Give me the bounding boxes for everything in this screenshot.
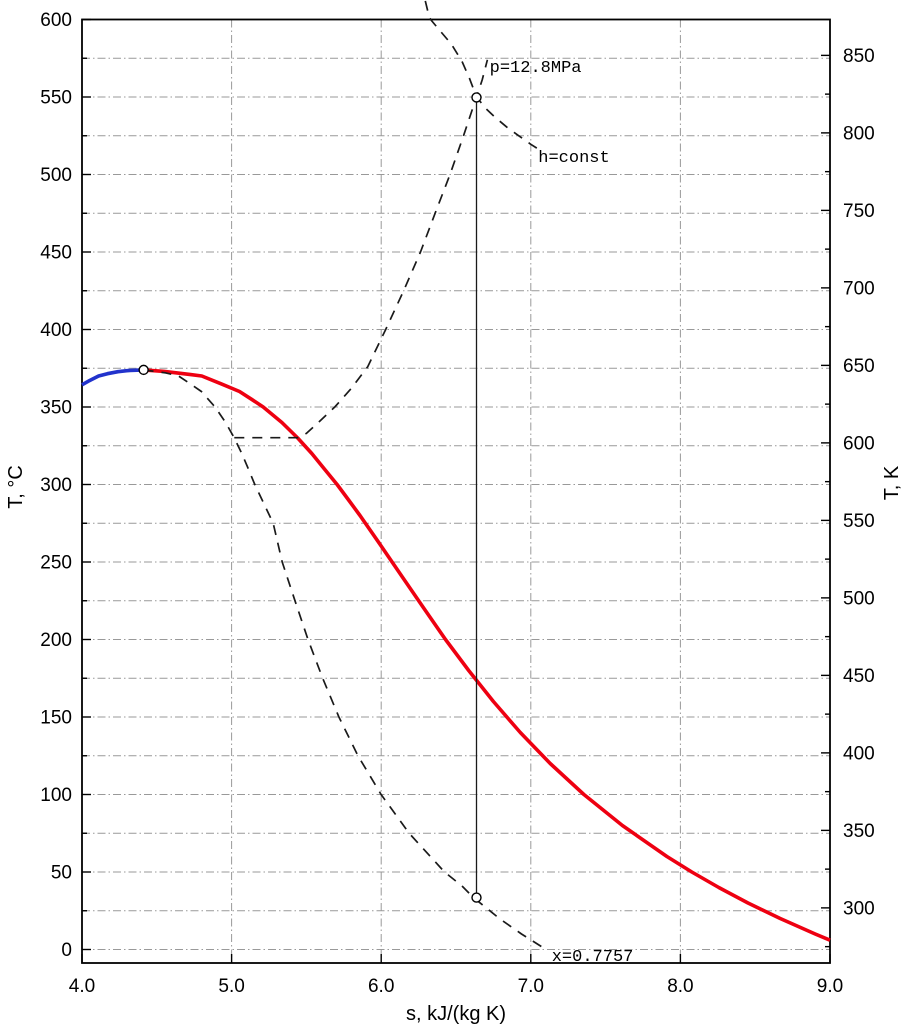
svg-text:750: 750 (843, 201, 875, 222)
x-axis-title: s, kJ/(kg K) (406, 1003, 506, 1025)
svg-text:450: 450 (843, 666, 875, 687)
svg-text:550: 550 (843, 511, 875, 532)
svg-text:600: 600 (40, 10, 72, 31)
svg-text:100: 100 (40, 785, 72, 806)
quality-label: x=0.7757 (552, 948, 634, 967)
svg-text:350: 350 (843, 821, 875, 842)
svg-text:400: 400 (843, 743, 875, 764)
svg-text:50: 50 (51, 863, 72, 884)
svg-text:450: 450 (40, 243, 72, 264)
gridlines (82, 19, 830, 963)
data-series (81, 0, 831, 949)
svg-text:650: 650 (843, 356, 875, 377)
axis-ticks (81, 18, 831, 963)
svg-text:8.0: 8.0 (667, 976, 693, 997)
series-saturated-liquid-line (81, 368, 144, 387)
svg-text:700: 700 (843, 278, 875, 299)
series-isobar-curve (234, 59, 489, 439)
plot-box (81, 18, 831, 964)
axis-titles: s, kJ/(kg K) T, °C T, K (5, 465, 903, 1025)
marker-state-point-top (471, 92, 482, 103)
tick-labels: 4.0 5.0 6.0 7.0 8.0 9.0 0 50 100 150 200 250 300 350 4… (40, 10, 874, 997)
point-markers (138, 92, 482, 903)
svg-text:4.0: 4.0 (69, 976, 95, 997)
svg-text:6.0: 6.0 (368, 976, 394, 997)
svg-text:800: 800 (843, 123, 875, 144)
svg-text:5.0: 5.0 (218, 976, 244, 997)
svg-text:500: 500 (40, 165, 72, 186)
marker-state-point-bottom (471, 892, 482, 903)
svg-text:300: 300 (40, 475, 72, 496)
isobar-label: p=12.8MPa (490, 59, 582, 78)
svg-text:250: 250 (40, 553, 72, 574)
svg-text:400: 400 (40, 320, 72, 341)
svg-text:7.0: 7.0 (518, 976, 544, 997)
isenthalp-label: h=const (538, 149, 609, 168)
svg-text:200: 200 (40, 630, 72, 651)
svg-text:550: 550 (40, 88, 72, 109)
series-quality-curve (143, 369, 545, 949)
series-saturated-vapor-line (143, 368, 831, 942)
svg-text:9.0: 9.0 (817, 976, 843, 997)
svg-text:150: 150 (40, 708, 72, 729)
svg-text:600: 600 (843, 433, 875, 454)
marker-critical-point (138, 364, 149, 376)
svg-text:300: 300 (843, 898, 875, 919)
curve-annotations: p=12.8MPa h=const x=0.7757 (490, 59, 634, 967)
svg-text:0: 0 (61, 940, 72, 961)
svg-text:350: 350 (40, 398, 72, 419)
svg-text:500: 500 (843, 588, 875, 609)
svg-text:850: 850 (843, 46, 875, 67)
y-axis-left-title: T, °C (5, 465, 27, 509)
series-isenthalpic-curve (424, 0, 538, 149)
y-axis-right-title: T, K (881, 465, 903, 500)
